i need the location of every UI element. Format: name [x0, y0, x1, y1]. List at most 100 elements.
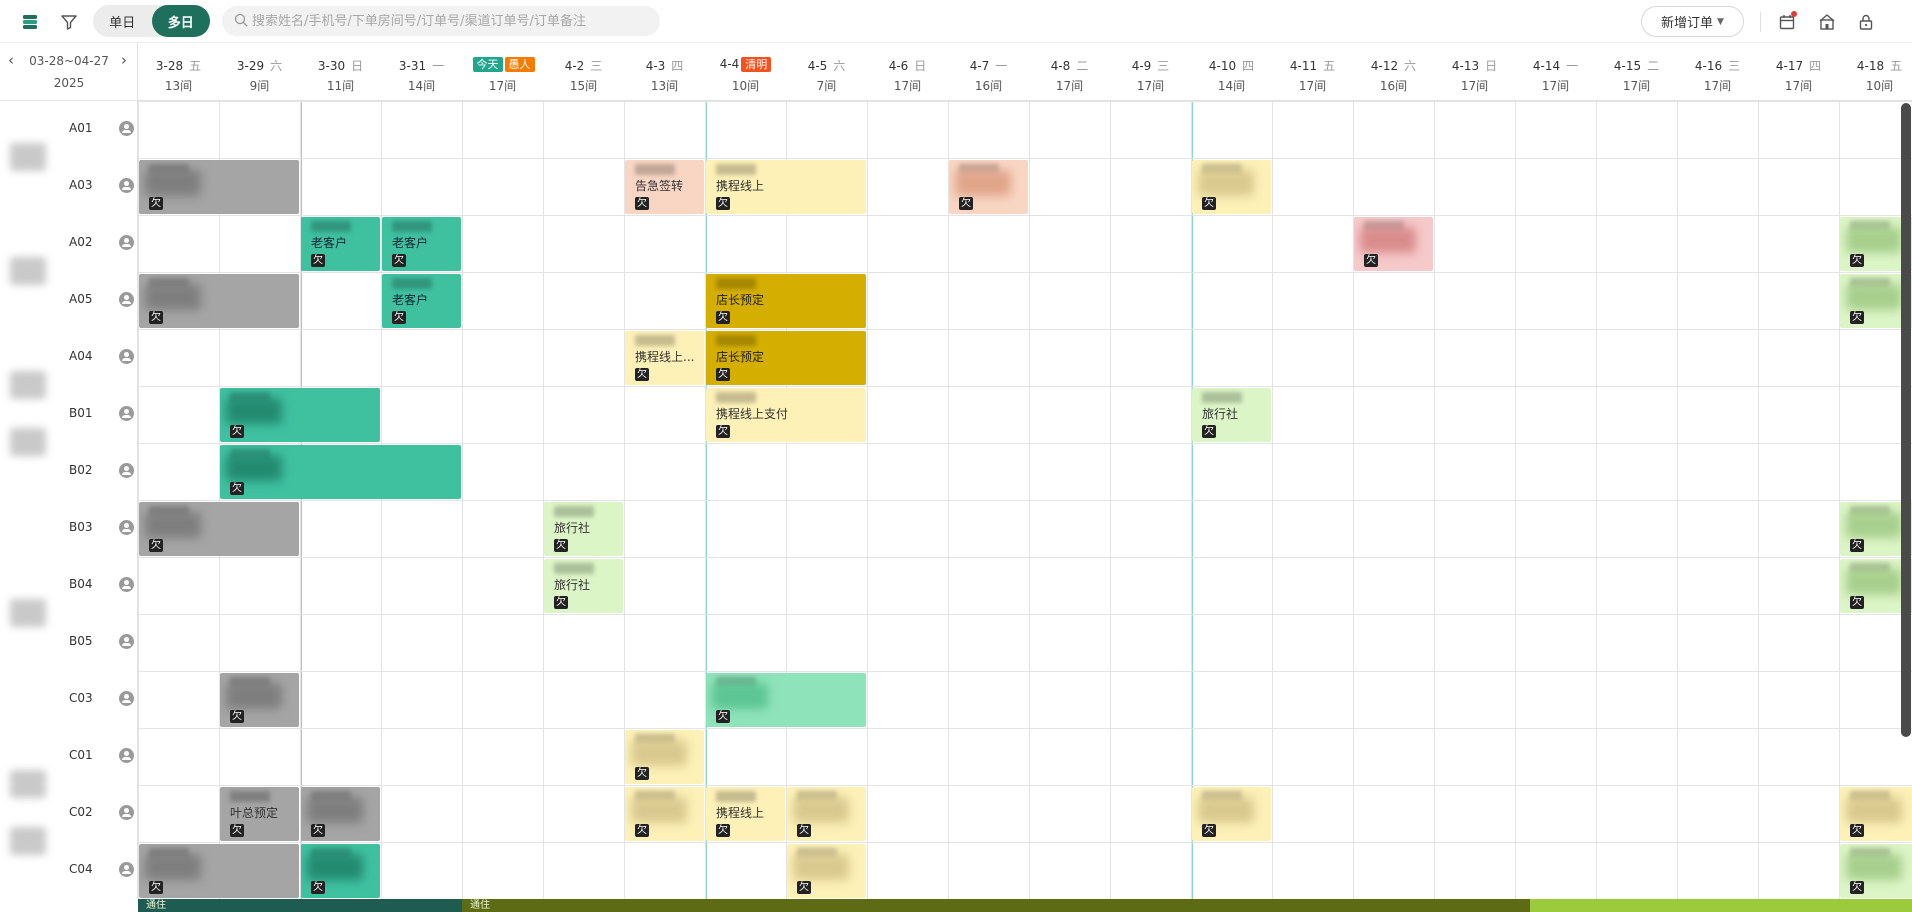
room-row[interactable]: C04	[0, 842, 138, 899]
room-row[interactable]: B02	[0, 443, 138, 500]
single-day-tab[interactable]: 单日	[109, 15, 136, 31]
room-row[interactable]: B03	[0, 500, 138, 557]
room-row[interactable]: A04	[0, 329, 138, 386]
user-icon[interactable]	[119, 121, 134, 136]
booking-block[interactable]: 欠	[220, 673, 299, 727]
booking-block[interactable]: 告急签转欠	[625, 160, 704, 214]
room-row[interactable]: A01	[0, 101, 138, 158]
booking-block[interactable]: 欠	[1840, 274, 1912, 328]
prev-range-icon[interactable]: ‹	[8, 51, 14, 69]
booking-block[interactable]: 欠	[139, 844, 299, 898]
room-row[interactable]: B05	[0, 614, 138, 671]
calendar-icon[interactable]	[1776, 11, 1798, 33]
day-header[interactable]: 4-7 一 16间	[948, 43, 1029, 101]
booking-block[interactable]: 叶总预定欠	[220, 787, 299, 841]
room-row[interactable]: A05	[0, 272, 138, 329]
multi-day-tab[interactable]: 多日	[151, 5, 210, 37]
user-icon[interactable]	[119, 349, 134, 364]
day-header[interactable]: 3-31 一 14间	[381, 43, 462, 101]
room-row[interactable]: A03	[0, 158, 138, 215]
booking-block[interactable]: 欠	[787, 787, 866, 841]
room-row[interactable]: C01	[0, 728, 138, 785]
day-header[interactable]: 3-28 五 13间	[138, 43, 219, 101]
booking-block[interactable]: 携程线上... 欠	[625, 331, 704, 385]
day-header[interactable]: 4-11 五 17间	[1272, 43, 1353, 101]
booking-block[interactable]: 携程线上欠	[706, 787, 785, 841]
lock-icon[interactable]	[1855, 11, 1877, 33]
day-header[interactable]: 4-14 一 17间	[1515, 43, 1596, 101]
user-icon[interactable]	[119, 577, 134, 592]
app-logo-icon[interactable]	[19, 11, 41, 33]
user-icon[interactable]	[119, 520, 134, 535]
user-icon[interactable]	[119, 691, 134, 706]
day-header[interactable]: 4-12 六 16间	[1353, 43, 1434, 101]
user-icon[interactable]	[119, 634, 134, 649]
booking-block[interactable]: 欠	[625, 787, 704, 841]
room-row[interactable]: A02	[0, 215, 138, 272]
booking-block[interactable]: 店长预定欠	[706, 274, 866, 328]
room-row[interactable]: B04	[0, 557, 138, 614]
booking-block[interactable]: 欠	[706, 673, 866, 727]
filter-icon[interactable]	[58, 11, 80, 33]
booking-block[interactable]: 店长预定欠	[706, 331, 866, 385]
booking-block[interactable]: 老客户欠	[382, 217, 461, 271]
booking-block[interactable]: 欠	[1840, 502, 1912, 556]
day-header[interactable]: 4-15 二 17间	[1596, 43, 1677, 101]
day-header[interactable]: 4-4 清明 10间	[705, 43, 786, 101]
booking-block[interactable]: 欠	[1840, 217, 1912, 271]
booking-block[interactable]: 旅行社欠	[1192, 388, 1271, 442]
user-icon[interactable]	[119, 235, 134, 250]
booking-block[interactable]: 老客户欠	[382, 274, 461, 328]
day-header[interactable]: 4-13 日 17间	[1434, 43, 1515, 101]
booking-block[interactable]: 欠	[301, 844, 380, 898]
day-header[interactable]: 4-10 四 14间	[1191, 43, 1272, 101]
user-icon[interactable]	[119, 406, 134, 421]
vertical-scrollbar[interactable]	[1900, 101, 1912, 899]
booking-block[interactable]: 欠	[220, 445, 461, 499]
booking-block[interactable]: 欠	[1840, 787, 1912, 841]
new-order-button[interactable]: 新增订单 ▼	[1641, 6, 1744, 37]
day-header[interactable]: 4-5 六 7间	[786, 43, 867, 101]
booking-block[interactable]: 欠	[220, 388, 380, 442]
day-header[interactable]: 3-30 日 11间	[300, 43, 381, 101]
user-icon[interactable]	[119, 862, 134, 877]
user-icon[interactable]	[119, 463, 134, 478]
booking-block[interactable]: 欠	[949, 160, 1028, 214]
booking-block[interactable]: 欠	[1192, 160, 1271, 214]
booking-block[interactable]: 旅行社欠	[544, 502, 623, 556]
day-header[interactable]: 4-16 三 17间	[1677, 43, 1758, 101]
user-icon[interactable]	[119, 178, 134, 193]
day-header[interactable]: 4-8 二 17间	[1029, 43, 1110, 101]
booking-block[interactable]: 欠	[1840, 559, 1912, 613]
day-header[interactable]: 4-9 三 17间	[1110, 43, 1191, 101]
user-icon[interactable]	[119, 748, 134, 763]
booking-block[interactable]: 欠	[1192, 787, 1271, 841]
booking-block[interactable]: 欠	[139, 502, 299, 556]
room-row[interactable]: C02	[0, 785, 138, 842]
day-header[interactable]: 4-2 三 15间	[543, 43, 624, 101]
booking-block[interactable]: 欠	[1840, 844, 1912, 898]
booking-block[interactable]: 携程线上支付欠	[706, 388, 866, 442]
day-header[interactable]: 4-3 四 13间	[624, 43, 705, 101]
scrollbar-thumb[interactable]	[1901, 103, 1911, 737]
booking-block[interactable]: 携程线上欠	[706, 160, 866, 214]
day-header[interactable]: 3-29 六 9间	[219, 43, 300, 101]
booking-block[interactable]: 老客户欠	[301, 217, 380, 271]
day-header[interactable]: 今天 愚人 17间	[462, 43, 543, 101]
room-row[interactable]: B01	[0, 386, 138, 443]
booking-block[interactable]: 欠	[787, 844, 866, 898]
room-row[interactable]: C03	[0, 671, 138, 728]
booking-block[interactable]: 欠	[139, 274, 299, 328]
house-icon[interactable]	[1816, 11, 1838, 33]
booking-block[interactable]: 欠	[139, 160, 299, 214]
booking-block[interactable]: 欠	[625, 730, 704, 784]
day-header[interactable]: 4-18 五 10间	[1839, 43, 1912, 101]
booking-block[interactable]: 欠	[1354, 217, 1433, 271]
user-icon[interactable]	[119, 805, 134, 820]
search-input[interactable]	[252, 13, 652, 29]
day-header[interactable]: 4-17 四 17间	[1758, 43, 1839, 101]
next-range-icon[interactable]: ›	[121, 51, 127, 69]
booking-block[interactable]: 欠	[301, 787, 380, 841]
booking-block[interactable]: 旅行社欠	[544, 559, 623, 613]
day-header[interactable]: 4-6 日 17间	[867, 43, 948, 101]
